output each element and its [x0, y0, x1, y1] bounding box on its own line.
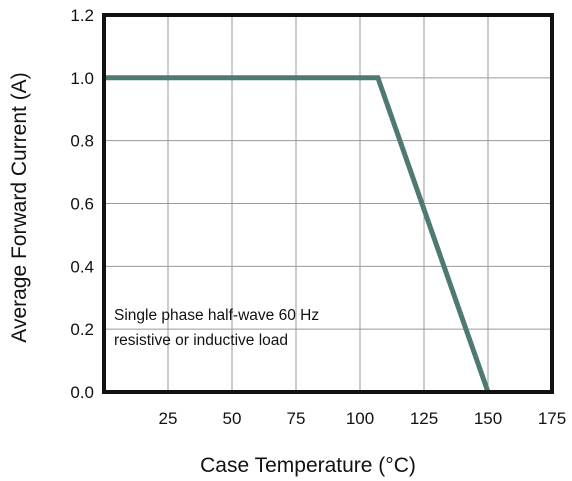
y-tick-label: 0.4: [70, 257, 94, 276]
annotation-line-1: Single phase half-wave 60 Hz: [114, 307, 319, 324]
x-axis-title: Case Temperature (°C): [200, 454, 416, 477]
x-tick-label: 125: [410, 409, 438, 428]
y-tick-label: 0.6: [70, 195, 94, 214]
series-line-0: [104, 75, 491, 393]
x-tick-label: 100: [346, 409, 374, 428]
y-tick-label: 0.8: [70, 132, 94, 151]
y-tick-label: 0.0: [70, 383, 94, 402]
x-tick-label: 25: [159, 409, 178, 428]
plot-frame: [102, 13, 554, 394]
y-tick-label: 1.2: [70, 6, 94, 25]
series-layer: [104, 75, 491, 393]
y-tick-labels: 0.0 0.2 0.4 0.6 0.8 1.0 1.2: [70, 6, 94, 402]
x-tick-label: 75: [287, 409, 306, 428]
y-axis-title: Average Forward Current (A): [8, 72, 31, 342]
x-tick-labels: 25 50 75 100 125 150 175: [159, 409, 567, 428]
x-tick-label: 50: [223, 409, 242, 428]
x-tick-label: 175: [538, 409, 566, 428]
y-tick-label: 1.0: [70, 69, 94, 88]
x-tick-label: 150: [474, 409, 502, 428]
annotation-line-2: resistive or inductive load: [114, 332, 288, 349]
y-tick-label: 0.2: [70, 320, 94, 339]
